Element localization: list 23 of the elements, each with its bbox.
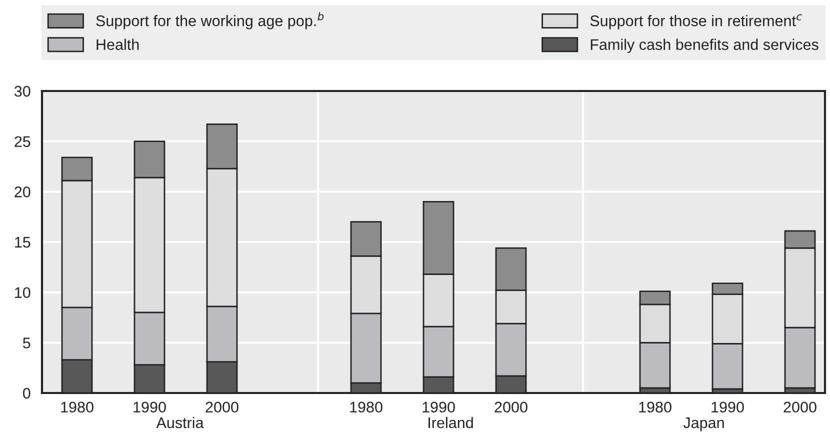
legend-label: Support for the working age pop.$^{b}$ xyxy=(96,12,324,30)
y-tick-label: 30 xyxy=(14,86,30,97)
y-tick-label: 0 xyxy=(22,388,30,399)
y-tick-label: 15 xyxy=(15,237,30,248)
y-tick-label: 20 xyxy=(14,186,30,198)
x-tick-label: 2000 xyxy=(206,402,238,413)
x-tick-label: 1990 xyxy=(712,402,744,413)
x-tick-label: 1980 xyxy=(350,402,382,413)
x-axis-title: Austria xyxy=(156,416,204,428)
y-tick-label: 5 xyxy=(23,338,30,348)
x-axis-title: Japan xyxy=(683,418,724,432)
x-tick-label: 1990 xyxy=(134,402,166,413)
legend-label: Support for those in retirement$^{c}$ xyxy=(590,14,802,30)
x-tick-label: 1990 xyxy=(422,402,455,413)
x-tick-label: 2000 xyxy=(784,402,816,413)
legend-label: Family cash benefits and services xyxy=(590,38,818,54)
x-tick-label: 1980 xyxy=(639,402,672,413)
x-axis-title: Ireland xyxy=(428,416,473,428)
x-tick-label: 2000 xyxy=(494,402,528,413)
legend-label: Health xyxy=(96,38,139,50)
y-tick-label: 10 xyxy=(15,287,30,298)
y-tick-label: 25 xyxy=(14,136,30,148)
x-tick-label: 1980 xyxy=(61,402,94,413)
